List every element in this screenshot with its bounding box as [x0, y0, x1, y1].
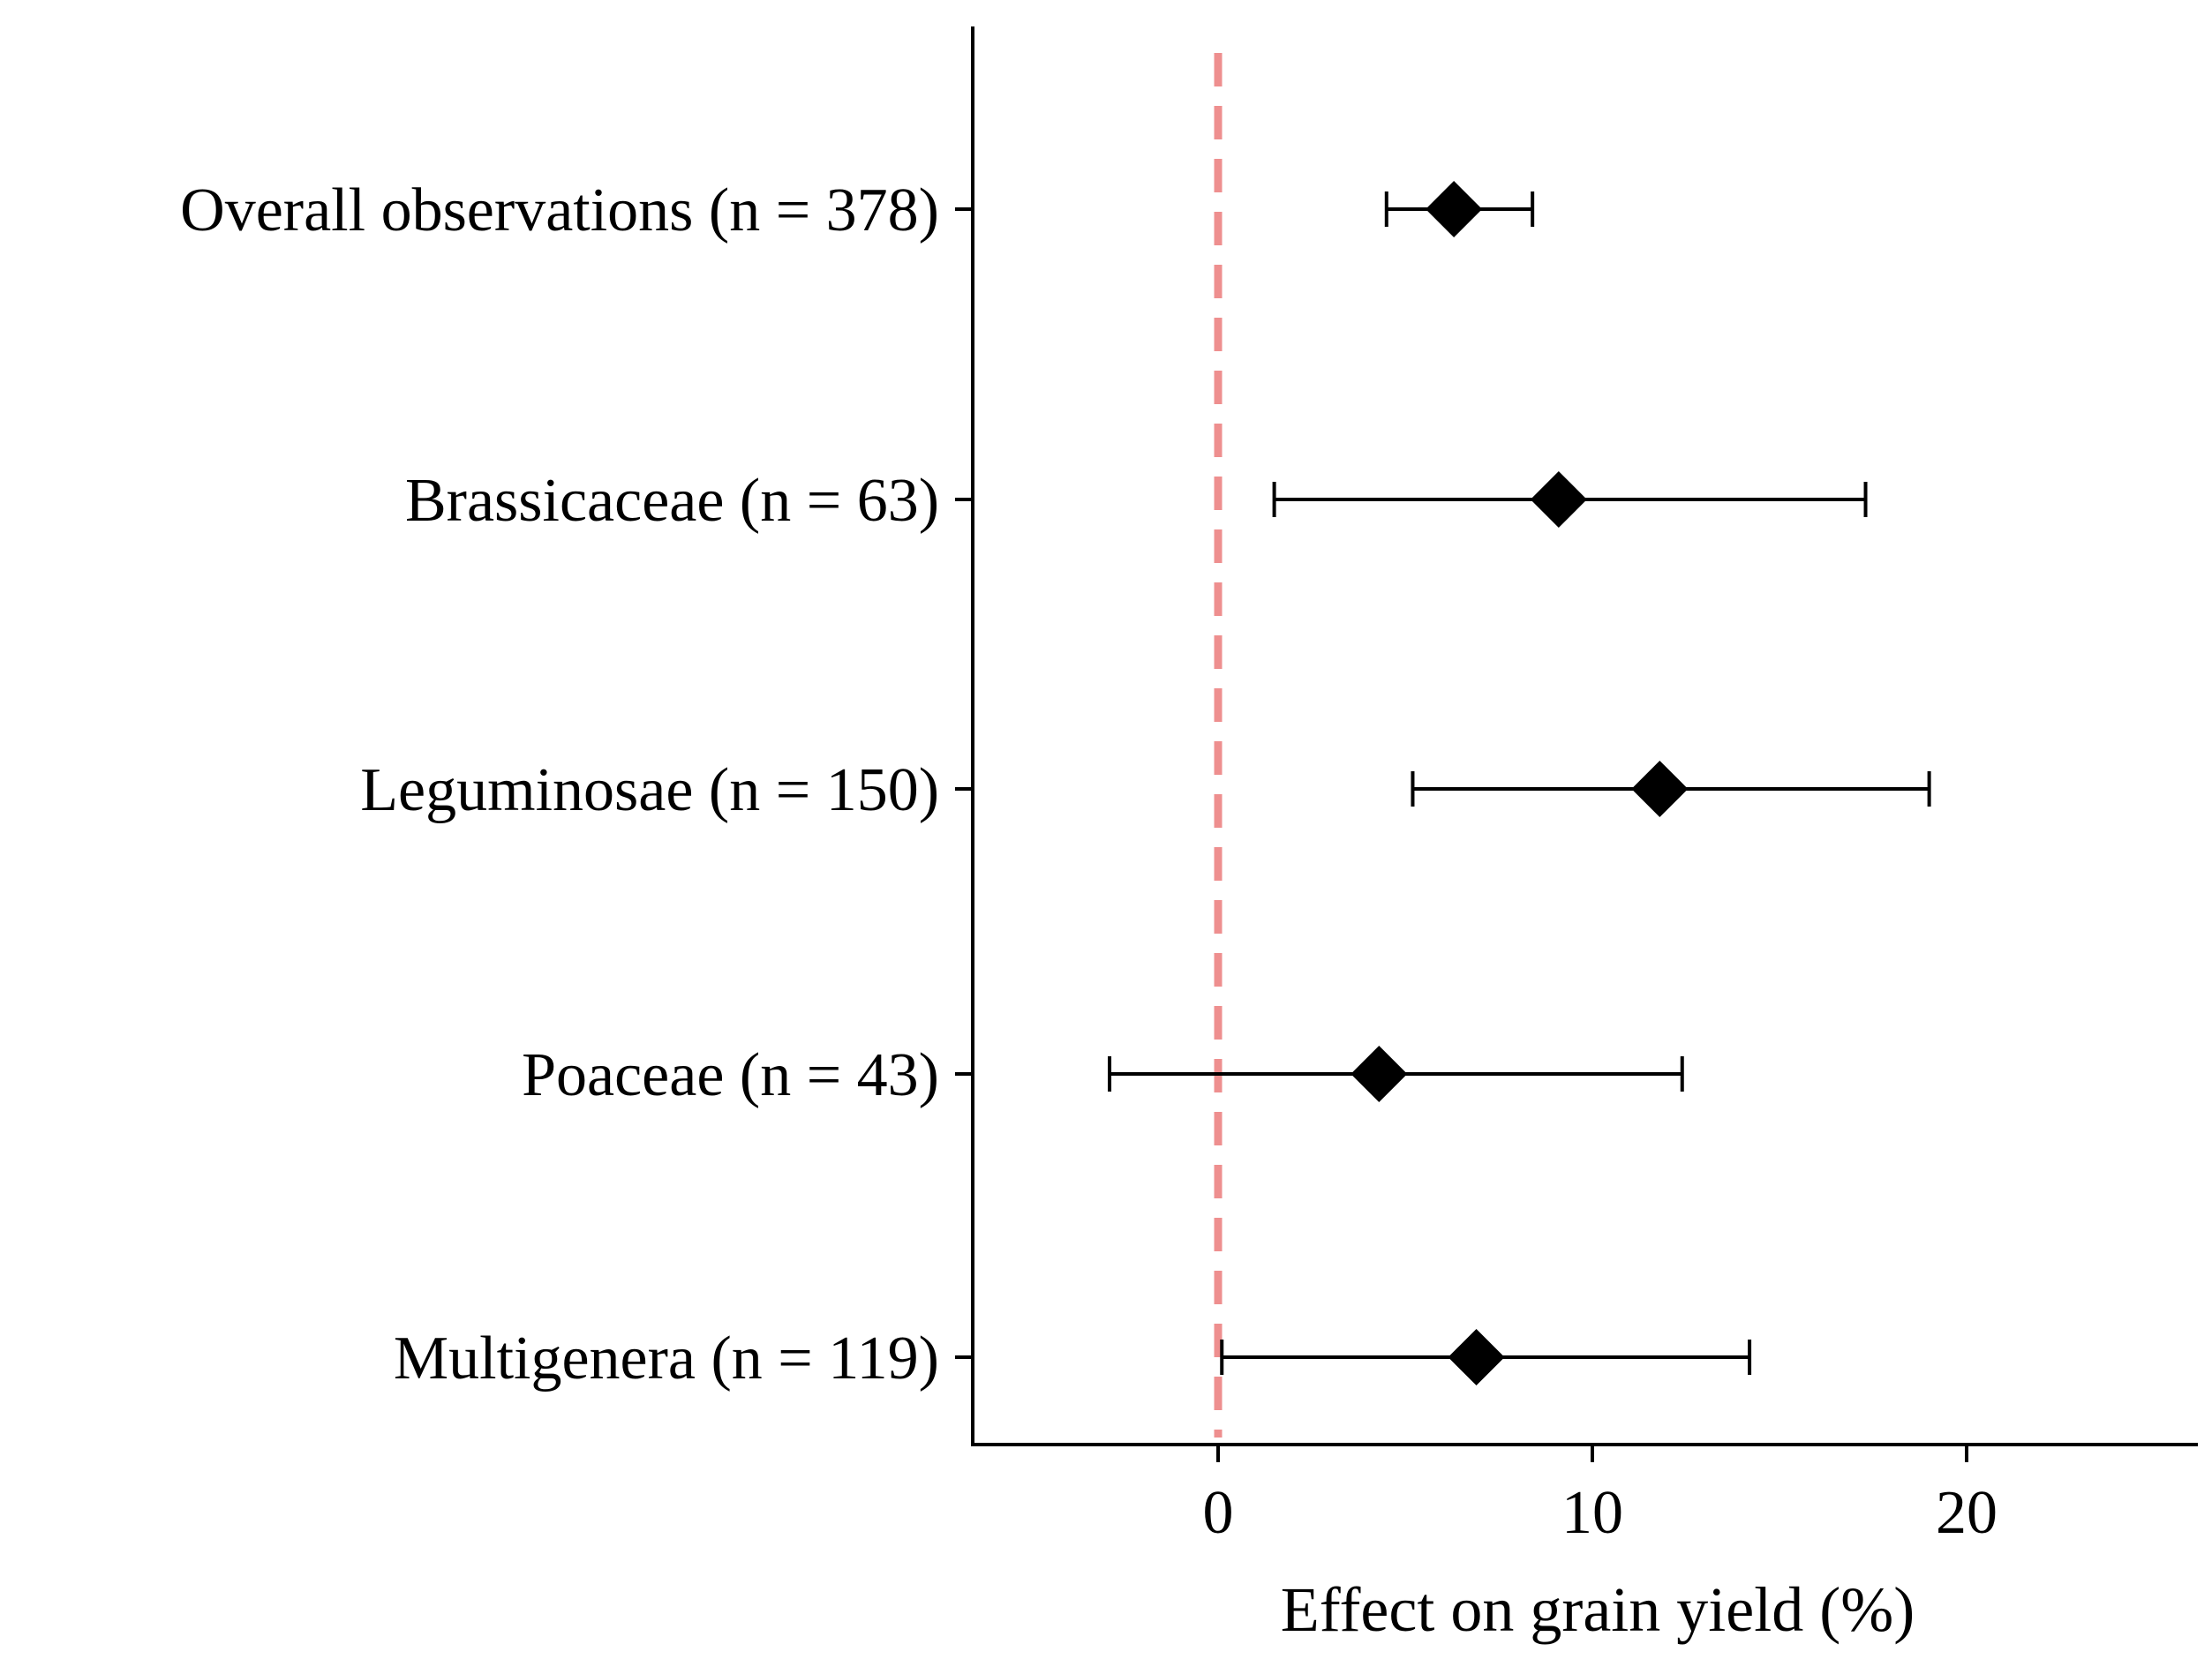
error-bars: [1108, 191, 1931, 1375]
x-tick-label: 20: [1936, 1479, 1998, 1547]
x-axis-ticks: [1216, 1445, 1968, 1462]
category-labels: Overall observations (n = 378) Brassicace…: [180, 176, 939, 1392]
category-label: Poaceae (n = 43): [522, 1041, 939, 1109]
x-tick-labels: 0 10 20: [1203, 1479, 1998, 1547]
category-label: Leguminosae (n = 150): [360, 756, 939, 824]
estimate-marker: [1631, 761, 1689, 817]
category-label: Multigenera (n = 119): [394, 1325, 939, 1392]
category-label: Brassicaceae (n = 63): [405, 467, 939, 535]
x-tick-label: 10: [1561, 1479, 1623, 1547]
y-axis-ticks: [955, 207, 973, 1359]
estimate-marker: [1448, 1329, 1505, 1385]
category-label: Overall observations (n = 378): [180, 176, 939, 244]
estimate-marker: [1426, 181, 1483, 237]
estimate-marker: [1351, 1046, 1408, 1102]
x-tick-label: 0: [1203, 1479, 1234, 1547]
estimate-marker: [1530, 471, 1587, 528]
estimate-markers: [1351, 181, 1689, 1385]
x-axis-title: Effect on grain yield (%): [1281, 1574, 1915, 1645]
